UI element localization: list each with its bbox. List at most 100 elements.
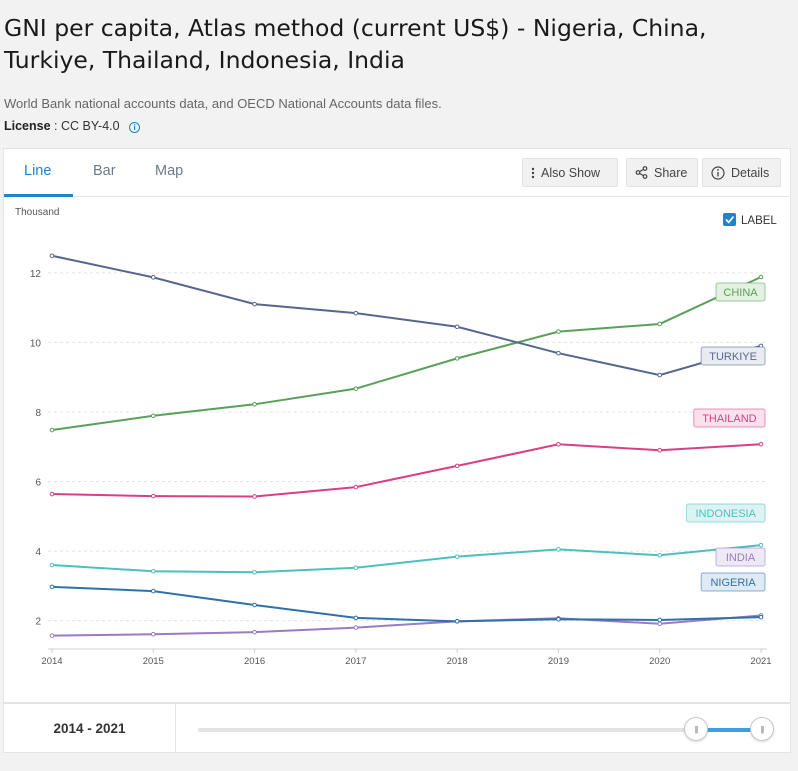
chart-panel: Line Bar Map Also Show Share Details Tho… (3, 148, 791, 703)
data-point[interactable] (657, 447, 663, 453)
data-point[interactable] (252, 629, 257, 635)
series-label-box (700, 572, 766, 592)
data-point[interactable] (150, 588, 156, 594)
data-point[interactable] (150, 493, 156, 499)
data-point[interactable] (454, 554, 460, 559)
data-point[interactable] (758, 274, 764, 280)
data-point[interactable] (252, 602, 257, 608)
series-label-text: THAILAND (702, 413, 756, 425)
license-label: License (4, 119, 51, 133)
series-label-box (715, 282, 766, 302)
data-point[interactable] (454, 356, 460, 361)
data-point[interactable] (49, 427, 55, 433)
share-label: Share (654, 165, 688, 180)
license-value: : CC BY-4.0 (54, 119, 120, 133)
info-circle-icon (711, 165, 725, 180)
label-toggle[interactable]: LABEL (723, 213, 777, 227)
data-point[interactable] (252, 301, 257, 307)
series-line-india[interactable] (51, 614, 762, 637)
data-point[interactable] (454, 463, 460, 469)
details-button[interactable]: Details (702, 158, 781, 187)
data-point[interactable] (556, 350, 561, 356)
y-tick-label: 2 (35, 617, 41, 628)
grid-lines (48, 272, 767, 653)
data-point[interactable] (657, 321, 663, 327)
data-point[interactable] (556, 329, 561, 334)
data-point[interactable] (353, 615, 359, 621)
series-label-nigeria: NIGERIA (700, 572, 766, 592)
data-point[interactable] (758, 442, 764, 447)
data-point[interactable] (657, 372, 663, 378)
series-line-turkiye[interactable] (51, 254, 762, 377)
data-point[interactable] (252, 570, 257, 575)
share-button[interactable]: Share (626, 158, 698, 187)
series-label-indonesia: INDONESIA (685, 503, 766, 523)
details-label: Details (731, 165, 770, 180)
data-point[interactable] (556, 616, 561, 622)
x-tick-labels: 2014 2015 2016 2017 2018 2019 2020 2021 (41, 656, 771, 667)
y-tick-label: 8 (35, 408, 41, 419)
series-line-thailand[interactable] (51, 443, 762, 498)
data-point[interactable] (758, 614, 764, 620)
data-point[interactable] (49, 253, 55, 259)
data-point[interactable] (353, 565, 359, 571)
chart-tabs: Line Bar Map Also Show Share Details (4, 149, 790, 197)
y-tick-label: 10 (30, 338, 42, 349)
range-start-handle[interactable]: ||| (684, 717, 708, 741)
data-point[interactable] (657, 621, 663, 627)
data-point[interactable] (150, 275, 156, 280)
tab-bar[interactable]: Bar (93, 163, 116, 179)
tab-map[interactable]: Map (155, 163, 184, 179)
series-line-china[interactable] (51, 276, 762, 432)
data-point[interactable] (49, 562, 55, 568)
series-label-text: NIGERIA (710, 577, 756, 589)
range-end-handle[interactable]: ||| (750, 717, 774, 741)
data-point[interactable] (657, 617, 663, 623)
data-point[interactable] (758, 542, 764, 548)
data-point[interactable] (556, 547, 561, 552)
data-point[interactable] (49, 584, 55, 590)
series-label-china: CHINA (715, 282, 766, 302)
tab-line[interactable]: Line (24, 163, 52, 179)
also-show-button[interactable]: Also Show (522, 158, 618, 187)
data-point[interactable] (556, 442, 561, 447)
data-point[interactable] (353, 310, 359, 316)
license-line: License : CC BY-4.0 i (4, 119, 141, 133)
y-tick-labels: 2 4 6 8 10 12 (30, 269, 42, 628)
data-point[interactable] (252, 402, 257, 407)
data-point[interactable] (454, 324, 460, 330)
data-point[interactable] (454, 619, 460, 624)
series-label-text: INDONESIA (695, 508, 756, 520)
info-icon[interactable]: i (129, 122, 141, 133)
data-point[interactable] (353, 625, 359, 630)
series-label-text: INDIA (726, 552, 756, 564)
x-tick-label: 2017 (345, 656, 366, 667)
series-line-nigeria[interactable] (51, 585, 762, 623)
data-point[interactable] (49, 491, 55, 497)
checkmark-icon (725, 215, 735, 224)
label-toggle-text: LABEL (741, 215, 777, 227)
y-tick-label: 12 (30, 269, 42, 280)
data-point[interactable] (150, 568, 156, 574)
range-slider-track[interactable]: ||| ||| (198, 717, 774, 741)
data-point[interactable] (150, 413, 156, 419)
active-tab-indicator (4, 194, 73, 197)
data-point[interactable] (150, 631, 156, 637)
also-show-label: Also Show (541, 165, 601, 180)
x-tick-label: 2020 (649, 656, 670, 667)
data-point[interactable] (353, 386, 359, 391)
series-label-box (693, 408, 766, 428)
data-point[interactable] (657, 552, 663, 558)
data-point[interactable] (49, 633, 55, 638)
more-vertical-icon (531, 167, 535, 178)
x-tick-label: 2014 (41, 656, 62, 667)
time-range-footer: 2014 - 2021 ||| ||| (3, 703, 791, 753)
label-checkbox[interactable] (723, 213, 736, 226)
data-source: World Bank national accounts data, and O… (4, 96, 442, 111)
page-title: GNI per capita, Atlas method (current US… (4, 14, 707, 74)
series-line-indonesia[interactable] (51, 544, 762, 574)
data-point[interactable] (353, 484, 359, 490)
data-point[interactable] (252, 494, 257, 499)
range-label: 2014 - 2021 (4, 704, 176, 752)
